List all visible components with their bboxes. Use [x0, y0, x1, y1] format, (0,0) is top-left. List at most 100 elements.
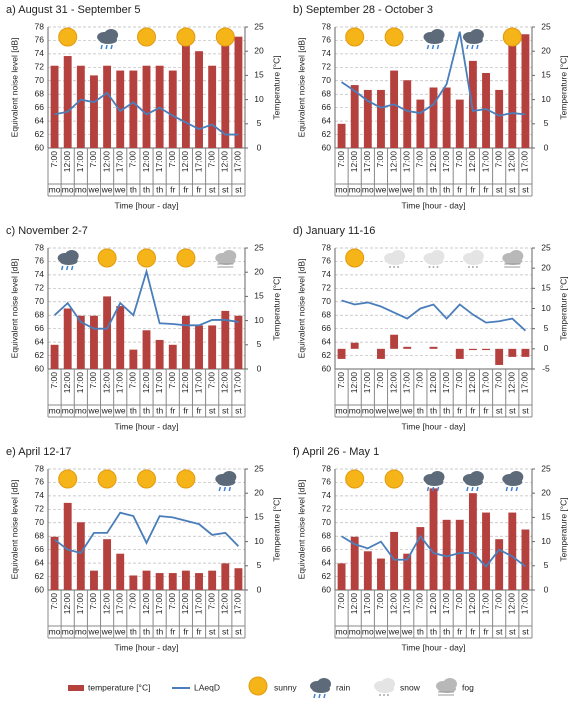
weather-icon: [97, 248, 117, 268]
bar: [429, 346, 438, 349]
y-tick-label: 64: [322, 336, 332, 346]
x-tick-label: 17:00: [520, 151, 530, 173]
x-tick-label: 17:00: [520, 372, 530, 394]
bar: [468, 493, 477, 590]
bar: [390, 334, 399, 349]
bar: [234, 36, 243, 148]
bar: [429, 488, 438, 590]
weather-icon: [502, 471, 524, 492]
bar: [63, 56, 72, 148]
weather-icon: [176, 469, 196, 489]
y2-axis-label: Temperature [°C]: [558, 497, 568, 561]
weather-icon: [374, 678, 395, 696]
drop: [431, 44, 435, 50]
day-label: mo: [49, 184, 61, 194]
bar: [168, 344, 177, 369]
weather-icon: [215, 27, 235, 47]
sun: [176, 469, 196, 489]
y-axis-label: Equivalent noise level [dB]: [9, 480, 19, 580]
x-tick-label: 17:00: [520, 593, 530, 615]
drop: [228, 486, 232, 492]
day-label: we: [114, 626, 126, 636]
bar: [390, 70, 399, 148]
y-tick-label: 78: [35, 21, 45, 31]
drop: [436, 44, 440, 50]
y-axis-label: Equivalent noise level [dB]: [9, 259, 19, 359]
y2-axis-label: Temperature [°C]: [271, 276, 281, 340]
bar: [103, 296, 112, 369]
x-tick-label: 17:00: [480, 372, 490, 394]
y-tick-label: 66: [35, 544, 45, 554]
bar: [195, 51, 203, 149]
y-tick-label: 78: [35, 242, 45, 252]
x-tick-label: 12:00: [220, 372, 230, 394]
y2-tick-label: 25: [254, 242, 264, 252]
x-tick-label: 12:00: [180, 151, 190, 173]
bar: [221, 563, 230, 590]
day-label: th: [143, 184, 150, 194]
x-tick-label: 7:00: [454, 593, 464, 610]
day-label: st: [209, 626, 216, 636]
x-tick-label: 7:00: [375, 151, 385, 168]
x-axis-label: Time [hour - day]: [402, 421, 466, 431]
y2-tick-label: 0: [544, 584, 549, 594]
day-label: th: [156, 184, 163, 194]
bar: [129, 349, 138, 369]
bar: [377, 348, 385, 359]
y-tick-label: 62: [322, 350, 332, 360]
sun: [502, 27, 522, 47]
day-label: th: [130, 184, 137, 194]
bar: [495, 348, 504, 365]
x-tick-label: 7:00: [415, 151, 425, 168]
y2-tick-label: 25: [541, 463, 551, 473]
legend-swatch: [68, 685, 84, 691]
weather-icon: [436, 678, 457, 696]
x-tick-label: 12:00: [349, 151, 359, 173]
sun: [345, 248, 365, 268]
weather-icon: [462, 250, 484, 268]
y2-tick-label: 15: [254, 512, 264, 522]
bar: [403, 346, 412, 349]
drop: [65, 265, 69, 271]
drop: [426, 486, 430, 492]
y2-tick-label: 25: [254, 21, 264, 31]
y-tick-label: 68: [35, 88, 45, 98]
y-tick-label: 62: [322, 571, 332, 581]
bar: [168, 70, 177, 148]
cloud: [504, 257, 523, 265]
y-tick-label: 66: [322, 323, 332, 333]
chart-title: f) April 26 - May 1: [293, 446, 379, 458]
bar: [168, 573, 177, 590]
flake: [389, 266, 392, 268]
bar: [234, 315, 243, 369]
day-label: fr: [470, 405, 475, 415]
drop: [466, 44, 469, 50]
y2-tick-label: 20: [541, 262, 551, 272]
day-label: fr: [170, 184, 175, 194]
day-label: th: [143, 405, 150, 415]
y2-tick-label: 25: [254, 463, 264, 473]
bar: [90, 315, 98, 369]
bar: [234, 568, 243, 590]
day-label: st: [235, 405, 242, 415]
sun: [97, 469, 117, 489]
sun: [58, 469, 78, 489]
y2-tick-label: 25: [541, 242, 551, 252]
panel: c) November 2-7 60 62 64 66 68 70 72 74 76 78 0 5 10 1…: [6, 225, 281, 431]
day-label: fr: [170, 626, 175, 636]
day-label: we: [388, 626, 400, 636]
bar: [377, 89, 385, 148]
y-tick-label: 78: [35, 463, 45, 473]
day-label: we: [388, 184, 400, 194]
x-tick-label: 17:00: [193, 372, 203, 394]
weather-icon: [502, 250, 524, 268]
y-tick-label: 68: [322, 530, 332, 540]
weather-icon: [345, 248, 365, 268]
day-label: mo: [62, 626, 74, 636]
y2-tick-label: 5: [257, 560, 262, 570]
y2-tick-label: 10: [254, 94, 264, 104]
sun: [384, 469, 404, 489]
day-label: we: [88, 626, 100, 636]
bar: [350, 342, 359, 349]
